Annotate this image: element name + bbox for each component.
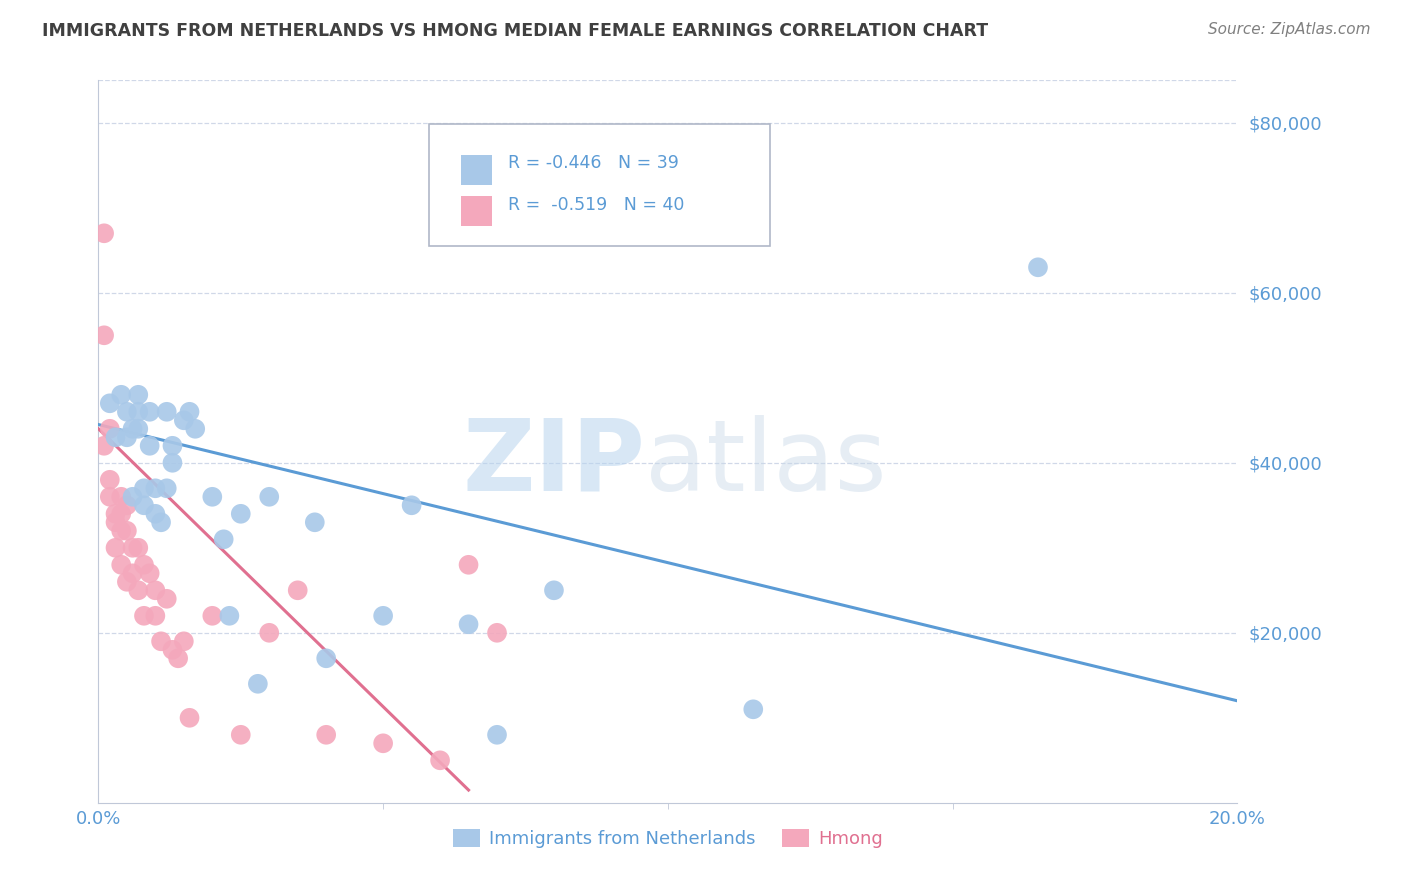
Point xyxy=(429,753,451,767)
Point xyxy=(132,608,155,623)
Point xyxy=(315,651,337,665)
Point xyxy=(110,524,132,538)
Point xyxy=(127,422,149,436)
Point xyxy=(93,328,115,343)
Point xyxy=(132,498,155,512)
Point xyxy=(127,583,149,598)
Point xyxy=(104,516,127,530)
Text: IMMIGRANTS FROM NETHERLANDS VS HMONG MEDIAN FEMALE EARNINGS CORRELATION CHART: IMMIGRANTS FROM NETHERLANDS VS HMONG MED… xyxy=(42,22,988,40)
Point xyxy=(543,583,565,598)
Text: R = -0.446   N = 39: R = -0.446 N = 39 xyxy=(509,154,679,172)
Point xyxy=(173,634,195,648)
Point xyxy=(115,524,138,538)
Text: ZIP: ZIP xyxy=(463,415,645,512)
Point xyxy=(246,677,269,691)
Point xyxy=(145,608,167,623)
Point xyxy=(127,405,149,419)
Point xyxy=(201,490,224,504)
Point xyxy=(127,541,149,555)
Point xyxy=(179,405,201,419)
Y-axis label: Median Female Earnings: Median Female Earnings xyxy=(0,348,7,535)
Point xyxy=(93,439,115,453)
Point xyxy=(150,634,173,648)
Point xyxy=(173,413,195,427)
Point xyxy=(121,566,143,581)
Point xyxy=(457,558,479,572)
Point xyxy=(486,625,509,640)
Point xyxy=(104,507,127,521)
Point xyxy=(115,430,138,444)
Point xyxy=(110,558,132,572)
Point xyxy=(184,422,207,436)
Point xyxy=(110,507,132,521)
Point xyxy=(115,498,138,512)
Point xyxy=(115,405,138,419)
Point xyxy=(150,516,173,530)
Point xyxy=(162,642,184,657)
Point xyxy=(304,516,326,530)
Point xyxy=(104,430,127,444)
Point xyxy=(259,625,281,640)
Point xyxy=(287,583,309,598)
Point xyxy=(104,541,127,555)
Point xyxy=(93,227,115,241)
Point xyxy=(167,651,190,665)
Point xyxy=(373,736,395,750)
Point xyxy=(1026,260,1049,275)
Point xyxy=(742,702,765,716)
Point xyxy=(138,405,160,419)
Point xyxy=(201,608,224,623)
Point xyxy=(98,490,121,504)
Point xyxy=(315,728,337,742)
FancyBboxPatch shape xyxy=(461,196,492,227)
Point xyxy=(138,439,160,453)
Point xyxy=(156,481,179,495)
Point xyxy=(110,490,132,504)
Point xyxy=(145,507,167,521)
Point xyxy=(138,566,160,581)
FancyBboxPatch shape xyxy=(429,124,770,246)
Point xyxy=(115,574,138,589)
Point xyxy=(145,583,167,598)
Point xyxy=(121,541,143,555)
Point xyxy=(401,498,423,512)
Point xyxy=(98,422,121,436)
Point xyxy=(259,490,281,504)
Point xyxy=(218,608,240,623)
Point xyxy=(121,422,143,436)
Point xyxy=(132,558,155,572)
Text: atlas: atlas xyxy=(645,415,887,512)
Point xyxy=(127,388,149,402)
Point xyxy=(486,728,509,742)
Point xyxy=(98,396,121,410)
Point xyxy=(229,507,252,521)
Point xyxy=(156,591,179,606)
Point xyxy=(457,617,479,632)
Point xyxy=(179,711,201,725)
Point xyxy=(162,456,184,470)
Point xyxy=(156,405,179,419)
Legend: Immigrants from Netherlands, Hmong: Immigrants from Netherlands, Hmong xyxy=(446,822,890,855)
Point xyxy=(212,533,235,547)
Text: Source: ZipAtlas.com: Source: ZipAtlas.com xyxy=(1208,22,1371,37)
Point xyxy=(132,481,155,495)
Point xyxy=(121,490,143,504)
Point xyxy=(98,473,121,487)
FancyBboxPatch shape xyxy=(461,154,492,185)
Point xyxy=(145,481,167,495)
Point xyxy=(229,728,252,742)
Text: R =  -0.519   N = 40: R = -0.519 N = 40 xyxy=(509,195,685,213)
Point xyxy=(110,388,132,402)
Point xyxy=(373,608,395,623)
Point xyxy=(162,439,184,453)
